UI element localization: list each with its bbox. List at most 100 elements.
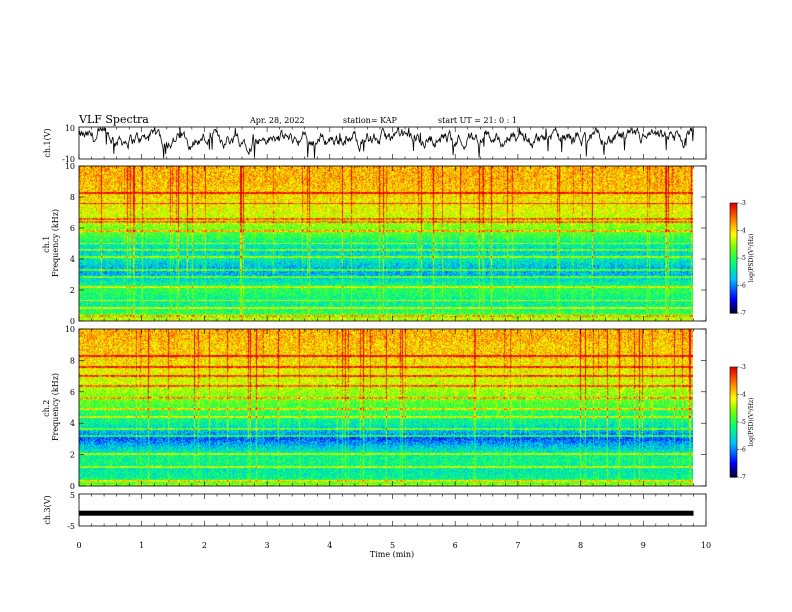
colorbar-swatch	[730, 403, 737, 407]
colorbar-swatch	[730, 283, 737, 287]
ch1-frequency-ticks: 0 2 4 6 8 10	[65, 162, 706, 326]
colorbar-swatch	[730, 464, 737, 467]
ch2-spectrogram-ticks	[78, 329, 707, 486]
colorbar-swatch	[730, 225, 737, 228]
ch3-waveform-panel: 5 -5 ch.3(V)	[43, 491, 707, 531]
ch1-waveform-ylabel: ch.1(V)	[43, 128, 52, 157]
colorbar-label: log(PSD)(V²/Hz)	[748, 234, 755, 283]
colorbar-swatch	[730, 311, 737, 314]
colorbar-swatch	[730, 303, 737, 307]
colorbar-swatch	[730, 383, 737, 386]
colorbar-swatch	[730, 298, 737, 301]
colorbar-swatch	[730, 368, 737, 372]
ch1-colorbar: -3 -4 -5 -6 -7 log(PSD)(V²/Hz)	[729, 200, 755, 317]
figure-title: VLF Spectra	[78, 113, 149, 126]
colorbar-swatch	[730, 269, 737, 272]
ch1-waveform-panel: 10 -10 ch.1(V)	[43, 124, 707, 164]
colorbar-swatch	[730, 370, 737, 374]
colorbar-swatch	[730, 387, 737, 390]
colorbar-tick-label: -7	[740, 474, 746, 481]
y-tick-label: 0	[70, 482, 75, 491]
colorbar-swatch	[730, 247, 737, 250]
colorbar-swatch	[730, 429, 737, 432]
colorbar-swatch	[730, 378, 737, 381]
ch1-spectrogram-ylabel-channel: ch.1 Frequency (kHz)	[42, 209, 60, 277]
colorbar-swatch	[730, 445, 737, 449]
ch3-ytick-top: 5	[70, 491, 75, 500]
y-tick-label: 6	[70, 388, 75, 397]
y-tick-label: 10	[65, 325, 75, 334]
colorbar-swatch	[730, 203, 737, 206]
colorbar-swatch	[730, 261, 737, 265]
ch1-spectrogram-image	[79, 166, 693, 321]
colorbar-swatch	[730, 287, 737, 290]
ch1-waveform-trace	[78, 126, 694, 159]
colorbar-swatch	[730, 236, 737, 239]
x-tick-label: 10	[701, 541, 711, 550]
colorbar-swatch	[730, 228, 737, 232]
colorbar-swatch	[730, 436, 737, 440]
colorbar-swatch	[730, 265, 737, 268]
colorbar-swatch	[730, 274, 737, 277]
colorbar-swatch	[730, 414, 737, 418]
x-tick-label: 2	[202, 541, 207, 550]
colorbar-swatch	[730, 447, 737, 451]
y-tick-label: 2	[70, 286, 75, 295]
colorbar-swatch	[730, 376, 737, 379]
time-axis-tick-labels: 0 1 2 3 4 5 6 7 8 9 10	[76, 541, 711, 550]
ch1-spectrogram-panel: 0 2 4 6 8 10 ch.1 Frequency (kHz)	[42, 162, 707, 326]
colorbar-swatch	[730, 455, 737, 458]
colorbar-swatch	[730, 272, 737, 276]
colorbar-label: log(PSD)(V²/Hz)	[748, 398, 755, 447]
colorbar-swatch	[730, 219, 737, 222]
colorbar-swatch	[730, 292, 737, 296]
colorbar-swatch	[730, 405, 737, 408]
colorbar-swatch	[730, 300, 737, 303]
colorbar-swatch	[730, 270, 737, 274]
colorbar-swatch	[730, 418, 737, 421]
colorbar-swatch	[730, 307, 737, 310]
colorbar-swatch	[730, 438, 737, 441]
colorbar-tick-label: -3	[740, 364, 746, 371]
colorbar-swatch	[730, 460, 737, 463]
colorbar-swatch	[730, 381, 737, 385]
colorbar-swatch	[730, 226, 737, 230]
colorbar-tick-label: -5	[740, 255, 746, 262]
colorbar-swatch	[730, 409, 737, 412]
y-tick-label: 10	[65, 162, 75, 171]
colorbar-swatch	[730, 217, 737, 221]
colorbar-swatch	[730, 204, 737, 208]
colorbar-swatch	[730, 263, 737, 266]
x-tick-label: 5	[390, 541, 395, 550]
colorbar-swatch	[730, 407, 737, 410]
colorbar-swatch	[730, 444, 737, 447]
x-tick-label: 4	[327, 541, 332, 550]
colorbar-swatch	[730, 390, 737, 394]
colorbar-swatch	[730, 296, 737, 299]
colorbar-swatch	[730, 458, 737, 462]
ch1-ytick-top: 10	[65, 124, 75, 133]
colorbar-swatch	[730, 394, 737, 397]
colorbar-swatch	[730, 456, 737, 460]
y-tick-label: 6	[70, 224, 75, 233]
ch3-ytick-bottom: -5	[67, 522, 75, 531]
time-axis-label: Time (min)	[370, 550, 414, 559]
colorbar-swatch	[730, 245, 737, 248]
ch2-spectrogram-panel: 0 2 4 6 8 10 ch.2 Frequency (kHz)	[42, 325, 707, 491]
ch2-spectrogram-ylabel: ch.2 Frequency (kHz)	[42, 373, 60, 441]
colorbar-swatch	[730, 234, 737, 237]
ch1-ytick-bottom: -10	[62, 155, 75, 164]
y-tick-label: 8	[70, 356, 75, 365]
x-tick-label: 0	[76, 541, 81, 550]
colorbar-swatch	[730, 280, 737, 283]
colorbar-tick-label: -5	[740, 419, 746, 426]
colorbar-swatch	[730, 398, 737, 401]
y-tick-label: 2	[70, 451, 75, 460]
colorbar-swatch	[730, 259, 737, 263]
colorbar-swatch	[730, 422, 737, 425]
colorbar-swatch	[730, 289, 737, 292]
colorbar-swatch	[730, 237, 737, 241]
colorbar-swatch	[730, 208, 737, 211]
ch2-frequency-label: Frequency (kHz)	[51, 373, 60, 441]
colorbar-swatch	[730, 276, 737, 279]
